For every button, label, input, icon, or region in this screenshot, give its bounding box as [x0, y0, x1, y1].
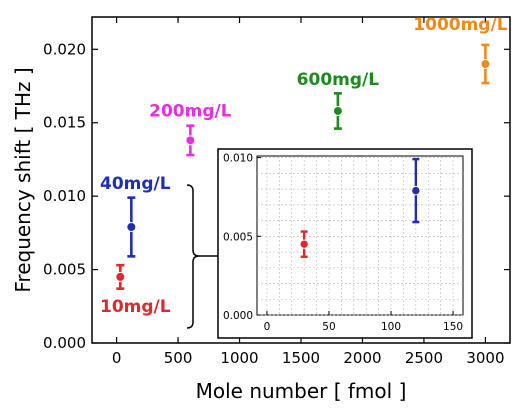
point-labels: 10mg/L 40mg/L 200mg/L 600mg/L 1000mg/L [100, 15, 508, 317]
data-marker [126, 221, 137, 232]
x-tick-label: 2000 [343, 349, 381, 367]
data-marker [480, 58, 491, 69]
inset-panel [217, 148, 473, 339]
x-tick-label: 3000 [466, 349, 504, 367]
inset-x-tick-label: 100 [381, 321, 401, 333]
data-point [411, 157, 421, 224]
inset-x-tick-label: 50 [322, 321, 335, 333]
x-axis: 0 500 1000 1500 2000 2500 3000 [112, 17, 505, 367]
data-point [185, 124, 196, 157]
point-label: 1000mg/L [413, 15, 507, 35]
y-tick-label: 0.020 [43, 40, 86, 58]
data-point [126, 196, 137, 258]
data-points [115, 43, 491, 290]
y-tick-label: 0.005 [43, 261, 86, 279]
data-marker [299, 239, 309, 249]
data-marker [332, 105, 343, 116]
y-axis: 0.000 0.005 0.010 0.015 0.020 [43, 40, 510, 352]
inset-grid [257, 156, 463, 316]
inset-y-tick-label: 0.005 [223, 231, 253, 243]
data-point [299, 230, 309, 258]
data-marker [185, 135, 196, 146]
data-point [115, 263, 126, 290]
y-tick-label: 0.000 [43, 334, 86, 352]
data-point [480, 43, 491, 85]
point-label: 10mg/L [100, 297, 171, 317]
x-tick-label: 0 [112, 349, 122, 367]
x-tick-label: 2500 [405, 349, 443, 367]
data-point [332, 92, 343, 130]
inset-y-axis: 0.000 0.005 0.010 [223, 153, 261, 322]
inset-chart: 0 50 100 150 0.000 0.005 0.010 [217, 148, 473, 339]
x-tick-label: 1500 [282, 349, 320, 367]
point-label: 600mg/L [297, 70, 380, 90]
y-tick-label: 0.015 [43, 114, 86, 132]
x-tick-label: 500 [164, 349, 193, 367]
x-axis-label: Mole number [ fmol ] [196, 379, 407, 403]
data-marker [115, 271, 126, 282]
inset-y-tick-label: 0.010 [223, 153, 253, 165]
data-marker [411, 185, 421, 196]
point-label: 200mg/L [149, 101, 232, 121]
inset-data-points [299, 157, 421, 258]
inset-y-tick-label: 0.000 [223, 310, 253, 322]
inset-plot-area [256, 155, 464, 316]
y-tick-label: 0.010 [43, 187, 86, 205]
inset-x-tick-label: 150 [443, 321, 463, 333]
y-axis-label: Frequency shift [ THz ] [11, 67, 35, 292]
point-label: 40mg/L [100, 174, 171, 194]
inset-x-tick-label: 0 [264, 321, 271, 333]
inset-x-axis: 0 50 100 150 [264, 311, 463, 333]
x-tick-label: 1000 [220, 349, 258, 367]
